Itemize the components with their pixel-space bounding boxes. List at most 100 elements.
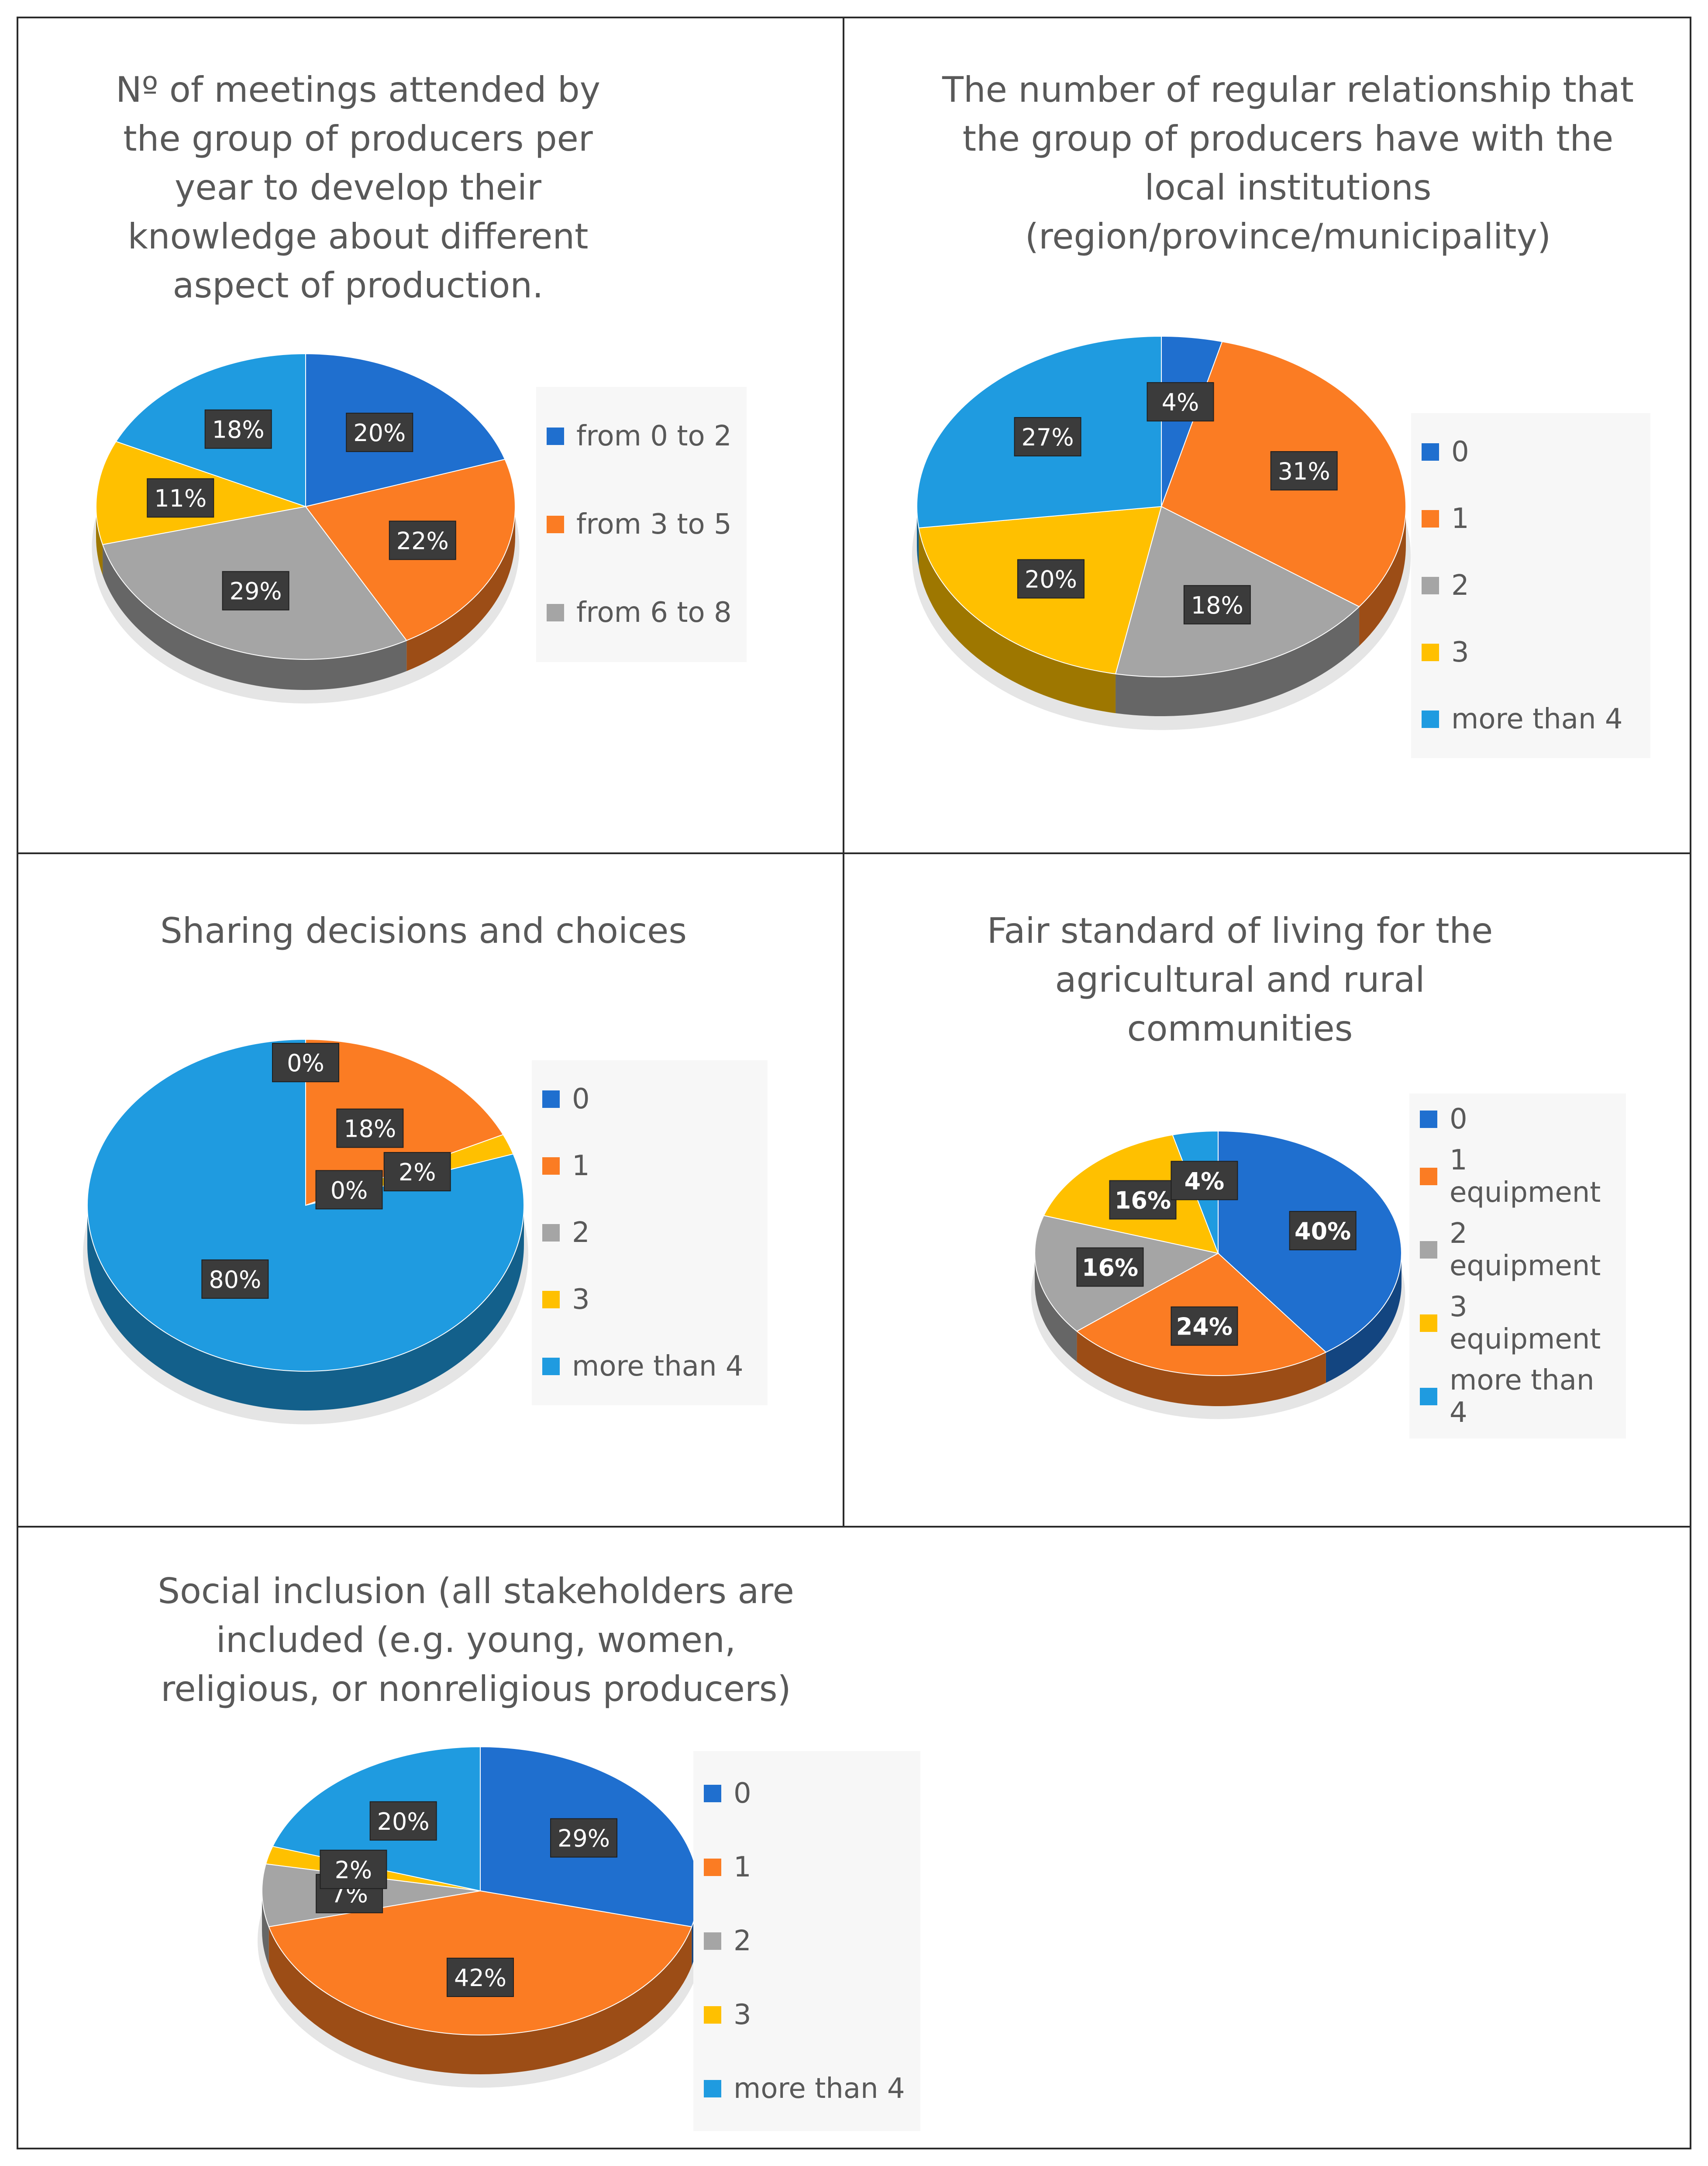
legend-label: from 3 to 5 — [576, 508, 732, 541]
legend-swatch — [1420, 1241, 1437, 1259]
pie-data-label: 18% — [204, 409, 272, 449]
svg-text:20%: 20% — [1025, 566, 1077, 593]
legend-swatch — [1420, 1314, 1437, 1332]
legend-item: from 3 to 5 — [547, 508, 736, 541]
svg-text:4%: 4% — [1162, 389, 1199, 416]
legend-label: 3 — [572, 1283, 590, 1316]
legend-swatch — [1422, 711, 1439, 728]
legend-label: 1 — [733, 1851, 751, 1883]
legend-item: 1 — [1422, 503, 1640, 535]
legend-label: more than 4 — [1451, 703, 1623, 736]
pie-side-3 — [919, 528, 1116, 714]
legend-swatch — [704, 1784, 721, 1802]
chart-legend: 0 1 2 3 more than 4 — [1411, 413, 1650, 758]
legend-label: 3 equipment — [1450, 1291, 1601, 1355]
pie-side-1 — [1359, 507, 1406, 646]
pie-side-1 — [406, 507, 515, 671]
pie-data-label: 18% — [1183, 585, 1251, 624]
pie-side-2 — [103, 545, 407, 690]
legend-item: 0 — [542, 1083, 757, 1115]
chart-legend: 0 1 equipment 2 equipment 3 equipment more t… — [1409, 1093, 1626, 1438]
legend-item: more than 4 — [1422, 703, 1640, 735]
pie-data-label: 27% — [1014, 417, 1081, 457]
legend-label: 1 equipment — [1450, 1144, 1601, 1209]
legend-swatch — [547, 428, 564, 445]
svg-text:2%: 2% — [399, 1159, 436, 1186]
legend-item: 2 — [542, 1217, 757, 1249]
legend-item: more than 4 — [542, 1350, 757, 1383]
svg-text:80%: 80% — [209, 1266, 261, 1293]
svg-text:24%: 24% — [1176, 1313, 1233, 1341]
pie-data-label: 31% — [1270, 451, 1338, 491]
svg-text:11%: 11% — [154, 485, 207, 512]
pie-data-label: 80% — [201, 1259, 269, 1299]
legend-label: 0 — [572, 1083, 590, 1115]
svg-text:20%: 20% — [377, 1808, 430, 1835]
legend-item: more than 4 — [1420, 1364, 1615, 1429]
legend-label: 0 — [1451, 435, 1469, 468]
legend-swatch — [547, 604, 564, 621]
pie-data-label: 2% — [383, 1152, 451, 1192]
pie-data-label: 2% — [320, 1849, 387, 1889]
chart-title: Sharing decisions and choices — [160, 911, 687, 951]
legend-item: more than 4 — [704, 2073, 910, 2105]
legend-item: 3 — [542, 1283, 757, 1316]
svg-text:27%: 27% — [1022, 424, 1074, 451]
legend-label: from 6 to 8 — [576, 597, 732, 629]
pie-data-label: 4% — [1171, 1161, 1238, 1200]
pie-chart: 4% 31% 18% 20% 27% — [912, 335, 1411, 730]
svg-text:31%: 31% — [1278, 458, 1330, 485]
legend-swatch — [1422, 510, 1439, 528]
legend-swatch — [1422, 443, 1439, 461]
pie-side-2 — [1116, 607, 1360, 716]
legend-swatch — [542, 1358, 560, 1376]
pie-side-4 — [917, 507, 919, 567]
chart-legend: 0 1 2 3 more than 4 — [693, 1751, 920, 2131]
pie-side-4 — [87, 1205, 524, 1411]
legend-swatch — [1420, 1388, 1437, 1405]
legend-label: 1 — [1451, 502, 1469, 535]
chart-title: The number of regular relationship that … — [942, 69, 1634, 257]
legend-item: 0 — [1422, 436, 1640, 468]
legend-label: from 0 to 2 — [576, 420, 732, 452]
chart-title: Nº of meetings attended by the group of … — [115, 69, 601, 306]
legend-swatch — [542, 1291, 560, 1309]
pie-data-label: 20% — [346, 413, 413, 452]
pie-chart: 29%42%7%2%20% — [258, 1746, 703, 2088]
chart-title: Social inclusion (all stakeholders are i… — [158, 1571, 794, 1709]
pie-side-3 — [96, 507, 103, 576]
legend-item: from 6 to 8 — [547, 597, 736, 629]
pie-data-label: 29% — [550, 1818, 618, 1858]
legend-label: 2 — [1451, 569, 1469, 602]
svg-text:22%: 22% — [396, 527, 449, 555]
pie-data-label: 24% — [1171, 1306, 1238, 1346]
legend-label: 3 — [733, 1999, 751, 2031]
legend-item: 0 — [1420, 1103, 1615, 1135]
legend-label: more than 4 — [572, 1350, 744, 1383]
legend-item: 3 equipment — [1420, 1291, 1615, 1355]
legend-item: from 0 to 2 — [547, 420, 736, 452]
pie-data-label: 42% — [447, 1958, 514, 1997]
legend-label: 2 equipment — [1450, 1218, 1601, 1282]
svg-text:16%: 16% — [1115, 1187, 1171, 1214]
pie-data-label: 29% — [222, 571, 289, 610]
svg-text:2%: 2% — [335, 1856, 372, 1884]
legend-swatch — [547, 516, 564, 533]
pie-data-label: 0% — [315, 1170, 383, 1210]
svg-text:18%: 18% — [212, 416, 265, 444]
pie-data-label: 22% — [389, 521, 456, 560]
legend-label: 0 — [733, 1777, 751, 1810]
pie-data-label: 20% — [1017, 559, 1085, 599]
svg-text:40%: 40% — [1295, 1218, 1351, 1245]
pie-side-2 — [1035, 1253, 1077, 1362]
pie-data-label: 0% — [272, 1043, 339, 1083]
legend-item: 2 — [704, 1925, 910, 1957]
pie-data-label: 18% — [336, 1108, 404, 1148]
pie-data-label: 11% — [147, 478, 214, 518]
chart-title: Fair standard of living for the agricult… — [987, 911, 1493, 1049]
svg-text:0%: 0% — [287, 1049, 324, 1077]
pie-data-label: 16% — [1109, 1180, 1177, 1220]
legend-swatch — [1422, 644, 1439, 662]
pie-data-label: 4% — [1147, 382, 1214, 422]
